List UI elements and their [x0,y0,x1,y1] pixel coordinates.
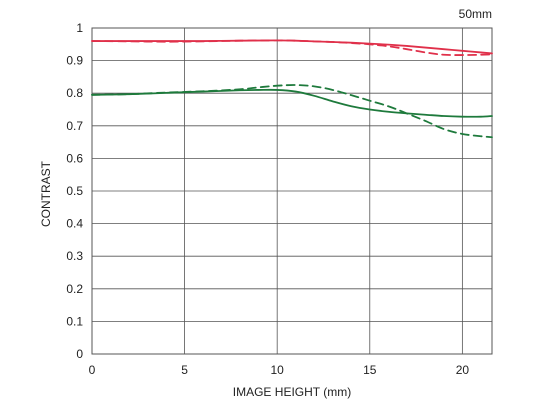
x-tick-label: 10 [271,363,285,377]
y-axis-label: CONTRAST [39,160,53,227]
y-tick-label: 0.3 [66,249,83,263]
dashed-series-line-1 [91,39,493,56]
chart-title: 50mm [459,7,492,21]
dashed-series-line-3 [91,84,493,139]
y-tick-label: 0 [76,347,83,361]
y-tick-label: 0.7 [66,119,83,133]
x-tick-label: 15 [363,363,377,377]
x-axis-label: IMAGE HEIGHT (mm) [233,385,351,399]
y-tick-label: 0.9 [66,54,83,68]
y-tick-label: 0.1 [66,314,83,328]
y-tick-label: 0.8 [66,86,83,100]
series-layer [91,39,493,139]
grid-lines [92,28,492,354]
y-tick-label: 0.6 [66,151,83,165]
y-axis-ticks: 0 0.1 0.2 0.3 0.4 0.5 0.6 0.7 0.8 0.9 1 [66,21,83,361]
plot-frame [91,27,493,355]
x-tick-label: 0 [89,363,96,377]
x-tick-label: 20 [456,363,470,377]
x-axis-ticks: 0 5 10 15 20 [89,363,470,377]
y-tick-label: 0.2 [66,282,83,296]
y-tick-label: 1 [76,21,83,35]
y-tick-label: 0.4 [66,217,83,231]
y-tick-label: 0.5 [66,184,83,198]
x-tick-label: 5 [181,363,188,377]
